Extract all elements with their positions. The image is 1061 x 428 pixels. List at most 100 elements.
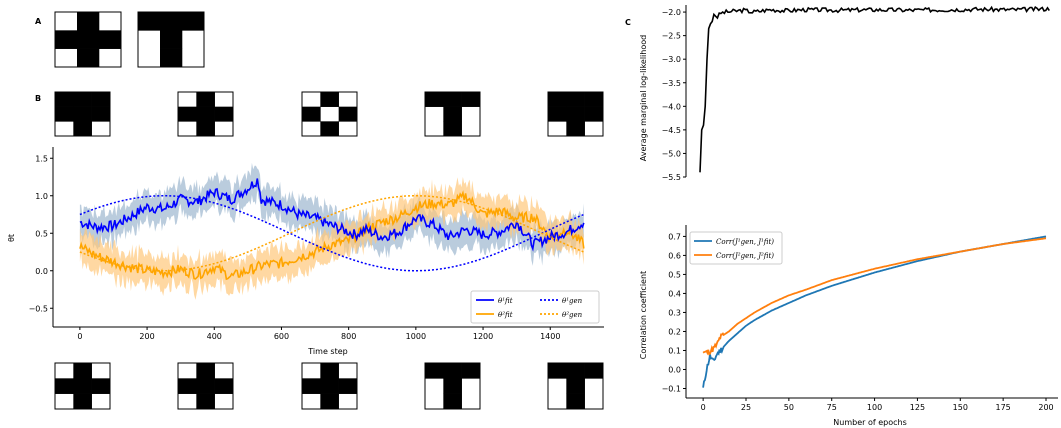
grid-cell xyxy=(548,363,567,379)
loglik-ylabel: Average marginal log-likelihood xyxy=(639,35,648,161)
grid-cell xyxy=(338,106,358,122)
grid-cell xyxy=(73,378,92,394)
pattern-a-1 xyxy=(54,11,122,68)
pattern-b-5 xyxy=(547,91,604,137)
grid-cell xyxy=(91,92,111,107)
corr-xtick-label: 175 xyxy=(996,403,1011,412)
pattern-bottom-3 xyxy=(301,362,358,410)
grid-cell xyxy=(160,30,183,49)
corr-ytick-label: 0.1 xyxy=(668,346,681,355)
grid-cell xyxy=(443,106,462,122)
grid-cell xyxy=(443,92,462,107)
theta-xtick-label: 800 xyxy=(341,332,356,341)
grid-cell xyxy=(566,363,585,379)
corr-xtick-label: 25 xyxy=(741,403,751,412)
loglik-ytick-label: −5.5 xyxy=(662,173,681,182)
pattern-bottom-2 xyxy=(177,362,234,410)
grid-cell xyxy=(178,106,197,122)
grid-cell xyxy=(548,106,567,122)
grid-cell xyxy=(178,378,197,394)
grid-cell xyxy=(320,92,339,107)
corr-legend-label-2: Corr(J²gen, J²fit) xyxy=(716,252,774,260)
grid-cell xyxy=(425,363,444,379)
grid-cell xyxy=(196,363,215,379)
grid-cell xyxy=(160,12,183,31)
grid-cell xyxy=(99,30,122,49)
corr-xtick-label: 75 xyxy=(827,403,837,412)
pattern-bottom-5 xyxy=(547,362,604,410)
loglik-line xyxy=(699,5,1050,173)
grid-cell xyxy=(55,378,74,394)
grid-cell xyxy=(73,363,92,379)
grid-cell xyxy=(302,378,321,394)
grid-cell xyxy=(160,48,183,68)
loglik-ytick-label: −3.0 xyxy=(662,55,681,64)
grid-cell xyxy=(443,363,462,379)
pattern-b-3 xyxy=(301,91,358,137)
loglik-ytick-label: −4.0 xyxy=(662,102,681,111)
grid-cell xyxy=(196,92,215,107)
corr-ytick-label: 0.0 xyxy=(668,365,681,374)
grid-cell xyxy=(566,92,585,107)
theta-legend xyxy=(470,290,600,324)
loglik-ytick-label: −5.0 xyxy=(662,149,681,158)
corr-xtick-label: 50 xyxy=(784,403,794,412)
theta2-gen-line xyxy=(79,195,585,272)
grid-cell xyxy=(566,393,585,410)
grid-cell xyxy=(584,363,604,379)
loglik-ytick-label: −3.5 xyxy=(662,79,681,88)
grid-cell xyxy=(73,92,92,107)
theta-ylabel: θt xyxy=(7,234,16,242)
grid-cell xyxy=(138,12,161,31)
grid-cell xyxy=(320,393,339,410)
theta-ytick-label: 0.0 xyxy=(35,267,48,276)
theta-chart: 0 200 400 600 800 1000 1200 1400 −0.5 0.0 0.5 1.0 1.… xyxy=(29,147,604,341)
theta2gen-legend-label: θ²gen xyxy=(562,311,583,319)
theta2-fit-line xyxy=(79,190,585,281)
grid-cell xyxy=(338,378,358,394)
theta1-fit-line xyxy=(79,178,585,252)
grid-cell xyxy=(320,378,339,394)
grid-cell xyxy=(55,30,78,49)
grid-cell xyxy=(55,106,74,122)
theta1gen-legend-label: θ¹gen xyxy=(562,297,583,305)
panel-label-c: C xyxy=(625,18,631,27)
theta-ytick-label: 1.0 xyxy=(35,192,48,201)
corr-legend xyxy=(689,231,783,265)
pattern-bottom-1 xyxy=(54,362,111,410)
panel-label-a: A xyxy=(35,17,42,26)
grid-cell xyxy=(566,121,585,137)
loglik-chart: −2.0 −2.5 −3.0 −3.5 −4.0 −4.5 −5.0 −5.5 xyxy=(662,5,1050,182)
grid-cell xyxy=(77,48,100,68)
grid-cell xyxy=(584,92,604,107)
corr-xtick-label: 200 xyxy=(1038,403,1053,412)
grid-cell xyxy=(566,106,585,122)
pattern-b-2 xyxy=(177,91,234,137)
pattern-a-2 xyxy=(137,11,205,68)
pattern-bottom-4 xyxy=(424,362,481,410)
theta1-legend-label: θ¹fit xyxy=(498,297,513,305)
theta-ytick-label: 0.5 xyxy=(35,229,48,238)
grid-cell xyxy=(566,378,585,394)
theta-xlabel: Time step xyxy=(307,347,347,356)
theta-xtick-label: 0 xyxy=(77,332,82,341)
corr-ytick-label: −0.1 xyxy=(662,384,681,393)
grid-cell xyxy=(77,12,100,31)
grid-cell xyxy=(73,121,92,137)
grid-cell xyxy=(196,106,215,122)
grid-cell xyxy=(182,12,205,31)
corr-ytick-label: 0.4 xyxy=(668,289,681,298)
grid-cell xyxy=(425,92,444,107)
pattern-b-4 xyxy=(424,91,481,137)
corr-ytick-label: 0.6 xyxy=(668,251,681,260)
grid-cell xyxy=(73,106,92,122)
grid-cell xyxy=(320,363,339,379)
loglik-ytick-label: −2.0 xyxy=(662,8,681,17)
grid-cell xyxy=(584,106,604,122)
grid-cell xyxy=(55,92,74,107)
corr-ylabel: Correlation coefficient xyxy=(639,271,648,359)
grid-cell xyxy=(73,393,92,410)
grid-cell xyxy=(443,393,462,410)
pattern-grids xyxy=(54,11,604,410)
